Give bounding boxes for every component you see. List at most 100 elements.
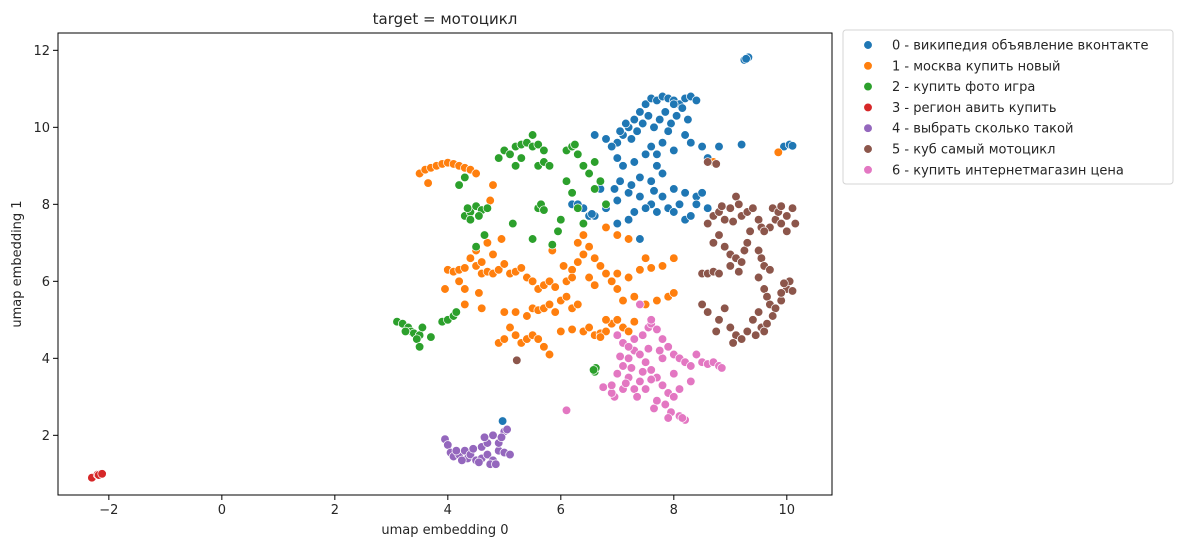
point-s6-5 <box>612 369 622 379</box>
point-s5-16 <box>714 230 724 240</box>
point-s0-63 <box>640 203 651 213</box>
point-s4-26 <box>505 449 515 460</box>
point-s0-33 <box>657 138 668 148</box>
point-s6-57 <box>626 363 637 373</box>
legend-item-2: 2 - купить фото игра <box>863 80 1035 95</box>
point-s0-91 <box>497 416 508 426</box>
point-s6-6 <box>618 361 628 371</box>
point-s0-27 <box>666 118 676 129</box>
point-s1-104 <box>618 295 628 306</box>
point-s2-45 <box>527 234 538 244</box>
point-s5-40 <box>759 226 769 236</box>
point-s5-39 <box>776 201 786 211</box>
point-s0-73 <box>609 184 620 194</box>
point-s6-52 <box>674 384 685 394</box>
point-s1-79 <box>623 326 634 337</box>
point-s5-11 <box>748 203 758 213</box>
point-s1-97 <box>612 268 622 279</box>
point-s0-74 <box>626 180 637 190</box>
point-s5-66 <box>748 315 758 325</box>
series-2 <box>392 130 611 377</box>
point-s2-56 <box>590 157 600 167</box>
point-s0-56 <box>657 191 668 202</box>
point-s2-49 <box>556 215 566 225</box>
point-s4-10 <box>482 449 493 460</box>
point-s5-1 <box>711 159 721 169</box>
legend-label-2: 2 - купить фото игра <box>892 80 1035 95</box>
point-s5-5 <box>720 215 730 225</box>
point-s0-52 <box>612 195 622 206</box>
point-s5-35 <box>787 203 798 213</box>
point-s2-62 <box>590 184 600 194</box>
point-s0-22 <box>638 118 648 129</box>
point-s5-72 <box>728 338 738 348</box>
point-s4-24 <box>468 444 478 454</box>
point-s1-39 <box>488 249 498 260</box>
point-s1-45 <box>499 307 509 317</box>
point-s6-31 <box>663 342 673 352</box>
point-s0-43 <box>652 161 662 171</box>
point-s1-111 <box>612 230 622 240</box>
point-s1-86 <box>590 253 600 263</box>
point-s6-41 <box>717 363 727 373</box>
point-s6-4 <box>607 380 617 390</box>
point-s4-21 <box>474 457 484 467</box>
point-s0-61 <box>674 199 685 209</box>
point-s0-37 <box>607 141 617 152</box>
y-tick-label-2: 6 <box>42 275 50 290</box>
point-s5-70 <box>762 319 772 329</box>
legend-box <box>842 29 1174 185</box>
point-s0-90 <box>649 186 659 196</box>
point-s1-77 <box>601 315 611 325</box>
x-tick-label-0: −2 <box>99 503 118 518</box>
point-s2-46 <box>508 218 518 229</box>
axes: −2 0 2 4 6 8 10 2 4 6 8 10 12 <box>33 32 833 518</box>
legend-marker-1 <box>863 61 873 71</box>
point-s6-10 <box>640 357 651 367</box>
point-s2-20 <box>465 215 476 225</box>
point-s1-68 <box>567 324 577 335</box>
point-s1-99 <box>635 265 645 275</box>
x-axis-ticks: −2 0 2 4 6 8 10 <box>99 495 795 518</box>
point-s5-50 <box>770 303 781 313</box>
point-s6-2 <box>607 388 617 398</box>
point-s1-34 <box>460 284 470 294</box>
x-tick-label-5: 8 <box>670 503 678 518</box>
point-s4-19 <box>502 424 512 435</box>
point-s6-55 <box>643 344 654 354</box>
point-s1-73 <box>601 326 611 337</box>
point-s1-35 <box>465 253 476 263</box>
legend-item-1: 1 - москва купить новый <box>863 59 1060 74</box>
point-s5-60 <box>714 315 724 325</box>
point-s6-35 <box>686 361 696 371</box>
point-s1-26 <box>516 263 526 273</box>
point-s1-13 <box>485 195 495 206</box>
point-s0-81 <box>669 145 679 156</box>
chart-title: target = мотоцикл <box>373 10 518 28</box>
point-s5-71 <box>751 330 761 340</box>
legend: 0 - википедия объявление вконтакте 1 - мо… <box>842 29 1174 185</box>
point-s0-7 <box>635 107 645 117</box>
point-s6-21 <box>663 413 673 423</box>
point-s2-63 <box>601 199 611 209</box>
point-s0-69 <box>623 215 634 225</box>
point-s2-35 <box>539 145 549 156</box>
point-s1-28 <box>527 276 538 286</box>
point-s1-87 <box>595 261 606 271</box>
point-s1-84 <box>578 249 589 260</box>
plot-frame <box>57 32 833 496</box>
series-5 <box>512 157 800 365</box>
point-s1-88 <box>601 268 611 279</box>
point-s5-42 <box>753 245 764 256</box>
point-s1-10 <box>471 168 481 179</box>
point-s1-95 <box>584 272 594 283</box>
point-s1-78 <box>595 332 606 342</box>
point-s0-57 <box>669 184 679 194</box>
point-s1-103 <box>640 253 651 263</box>
point-s1-89 <box>607 276 617 286</box>
x-tick-label-3: 4 <box>444 503 452 518</box>
point-s0-44 <box>657 168 668 179</box>
point-s5-46 <box>753 272 764 283</box>
point-s5-22 <box>742 238 752 248</box>
point-s2-9 <box>414 342 425 352</box>
